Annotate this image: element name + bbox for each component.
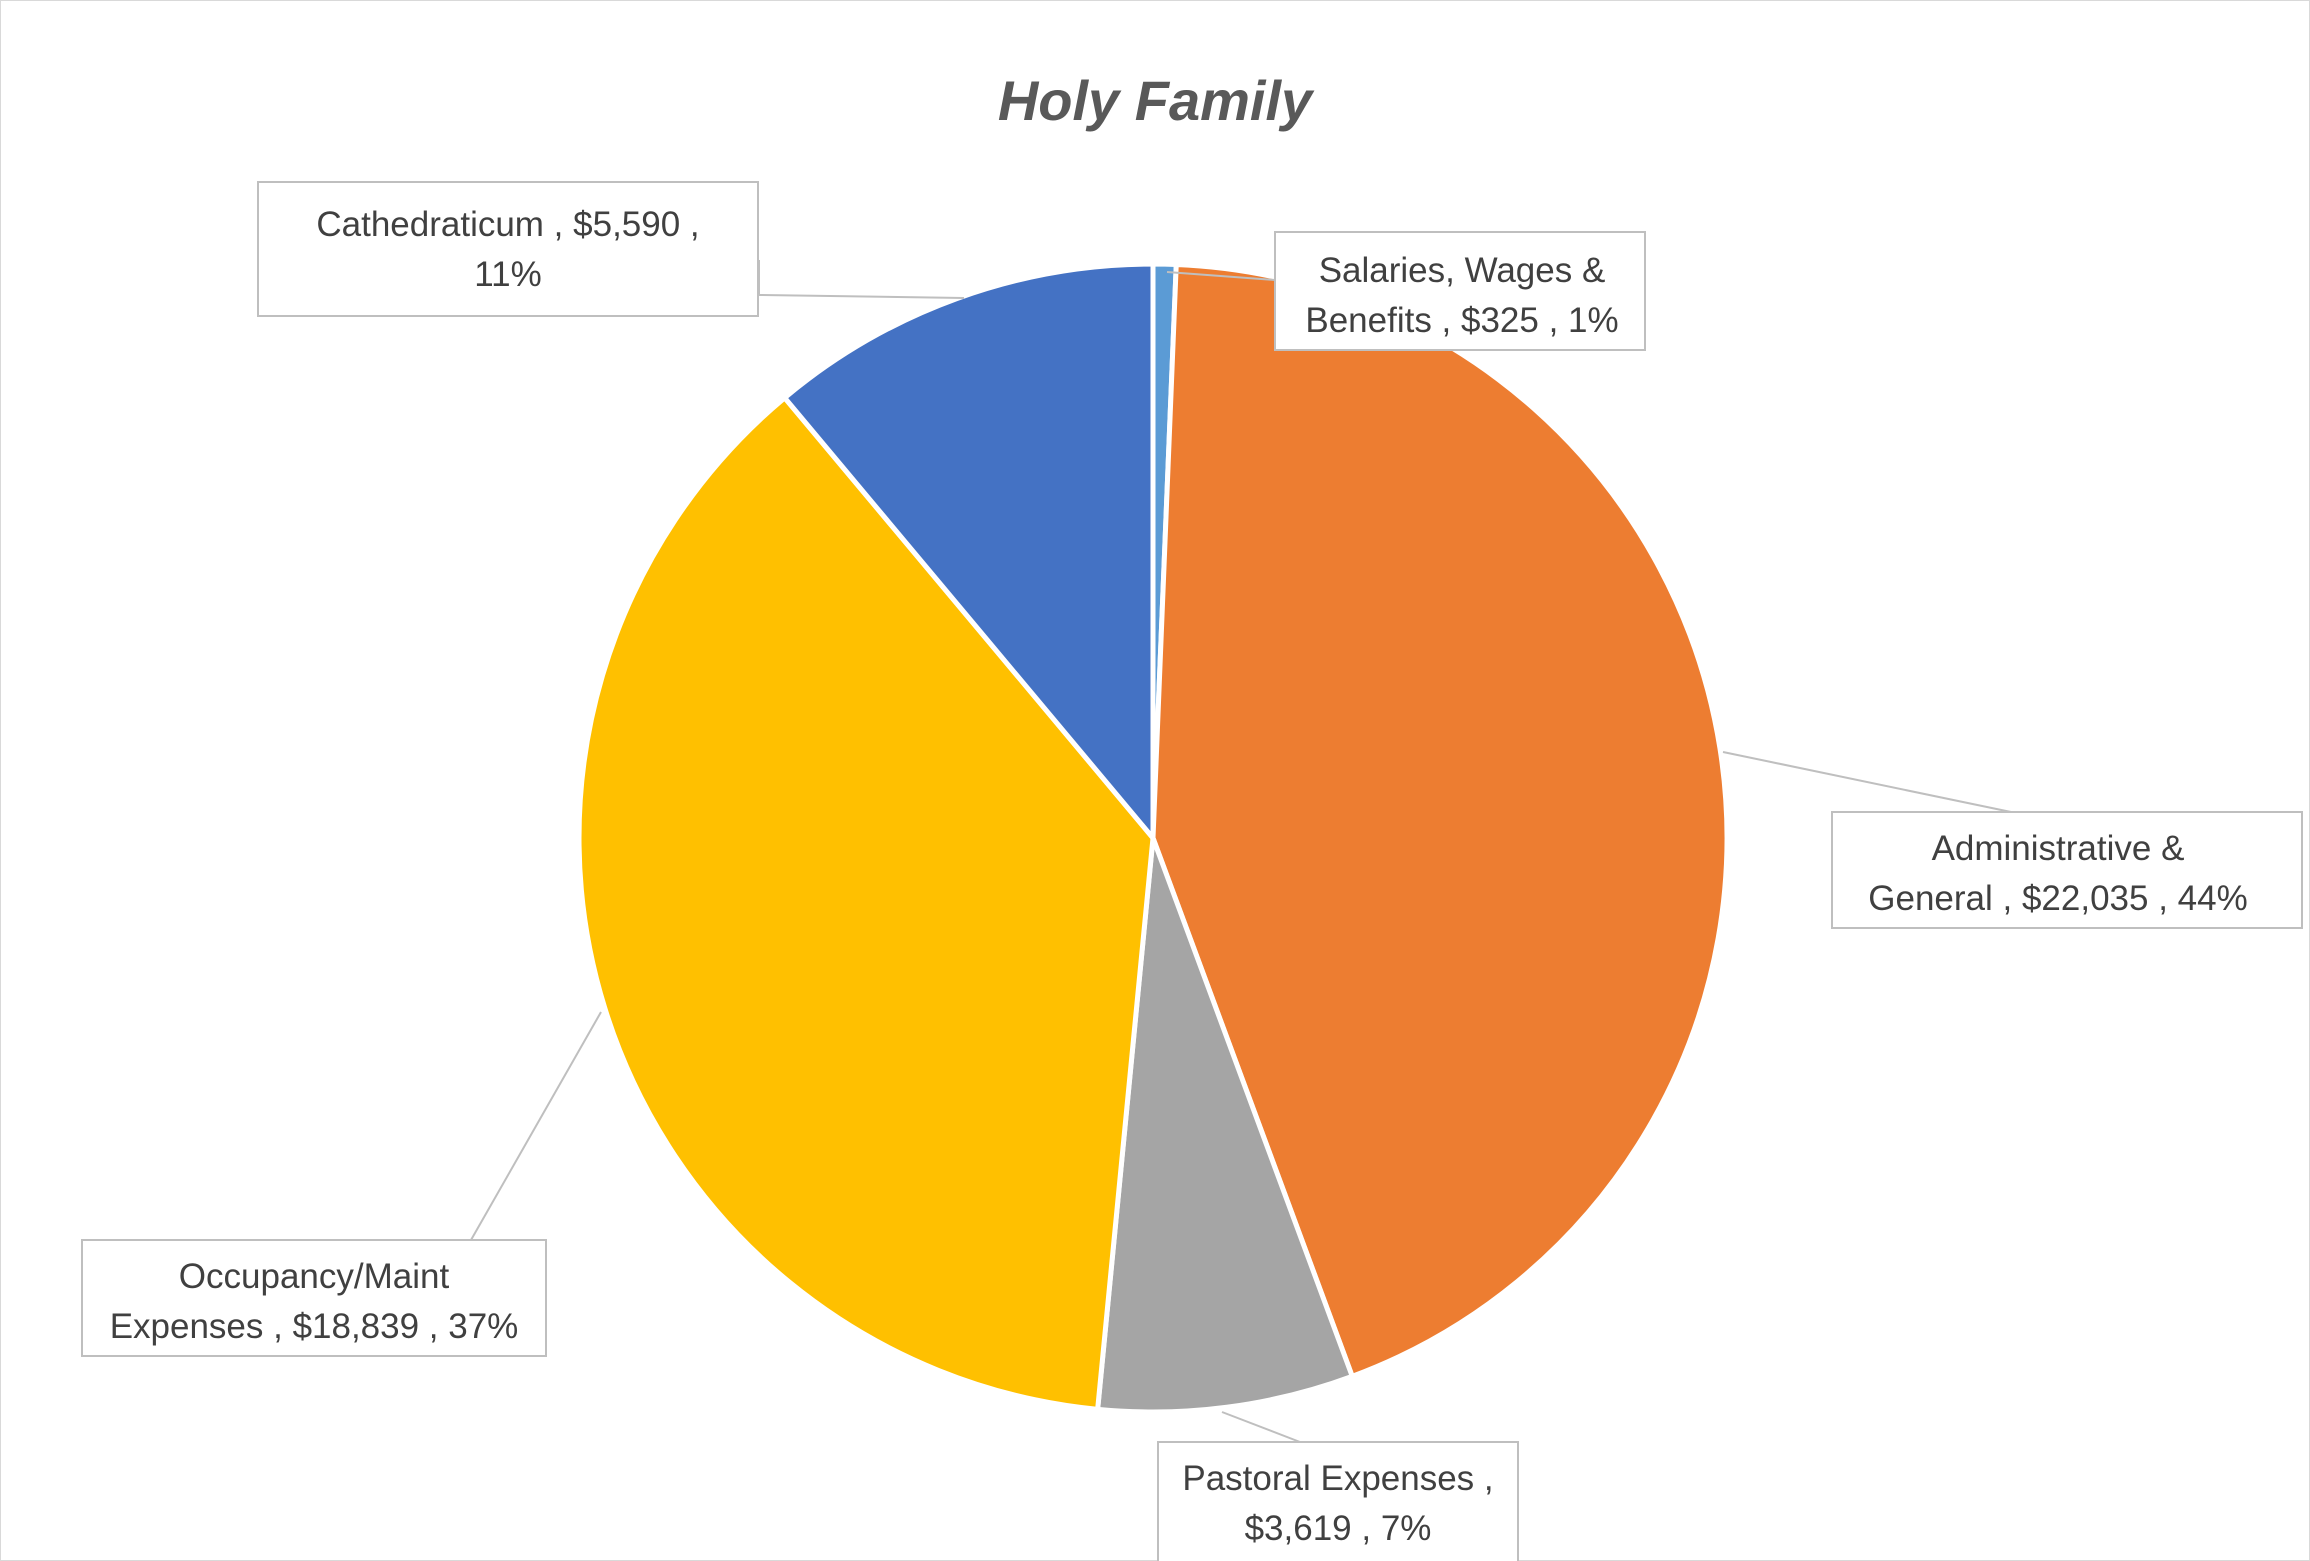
data-label-box	[1157, 1441, 1519, 1561]
pie-slice-occupancy-maint-expenses	[576, 395, 1156, 1412]
data-label-box	[81, 1239, 547, 1357]
data-label-box	[1274, 231, 1646, 351]
data-label-text: Expenses , $18,839 , 37%	[110, 1307, 519, 1346]
leader-line-cathedraticum	[758, 260, 965, 299]
data-label-text: Occupancy/Maint	[179, 1257, 450, 1296]
leader-line-occupancy-maint-expenses	[352, 1011, 602, 1241]
pie-slice-pastoral-expenses	[1095, 835, 1355, 1415]
data-label-occupancy-maint-expenses: Occupancy/Maint Expenses , $18,839 , 37%	[81, 1239, 547, 1357]
leader-line-pastoral-expenses	[1221, 1411, 1301, 1443]
data-label-text: Cathedraticum , $5,590 ,	[316, 205, 699, 244]
data-label-cathedraticum: Cathedraticum , $5,590 , 11%	[257, 181, 759, 317]
data-label-text: Salaries, Wages &	[1319, 251, 1606, 290]
data-label-callouts: Salaries, Wages & Benefits , $325 , 1% Adm…	[81, 181, 2303, 1561]
data-label-text: Benefits , $325 , 1%	[1305, 301, 1618, 340]
leader-line-salaries-wages-benefits	[1166, 271, 1276, 281]
data-label-pastoral-expenses: Pastoral Expenses , $3,619 , 7%	[1157, 1441, 1519, 1561]
data-label-salaries-wages-benefits: Salaries, Wages & Benefits , $325 , 1%	[1274, 231, 1646, 351]
data-label-box	[1831, 811, 2303, 929]
data-label-administrative-general: Administrative & General , $22,035 , 44%	[1831, 811, 2303, 929]
pie-slices	[576, 261, 1730, 1415]
data-label-text: $3,619 , 7%	[1245, 1509, 1432, 1548]
data-label-text: 11%	[474, 255, 541, 294]
chart-title: Holy Family	[997, 69, 1313, 132]
data-label-box	[257, 181, 759, 317]
data-label-text: Pastoral Expenses ,	[1182, 1459, 1493, 1498]
leader-line-administrative-general	[1722, 751, 2012, 813]
data-label-text: General , $22,035 , 44%	[1868, 879, 2247, 918]
data-label-text: Administrative &	[1932, 829, 2185, 868]
